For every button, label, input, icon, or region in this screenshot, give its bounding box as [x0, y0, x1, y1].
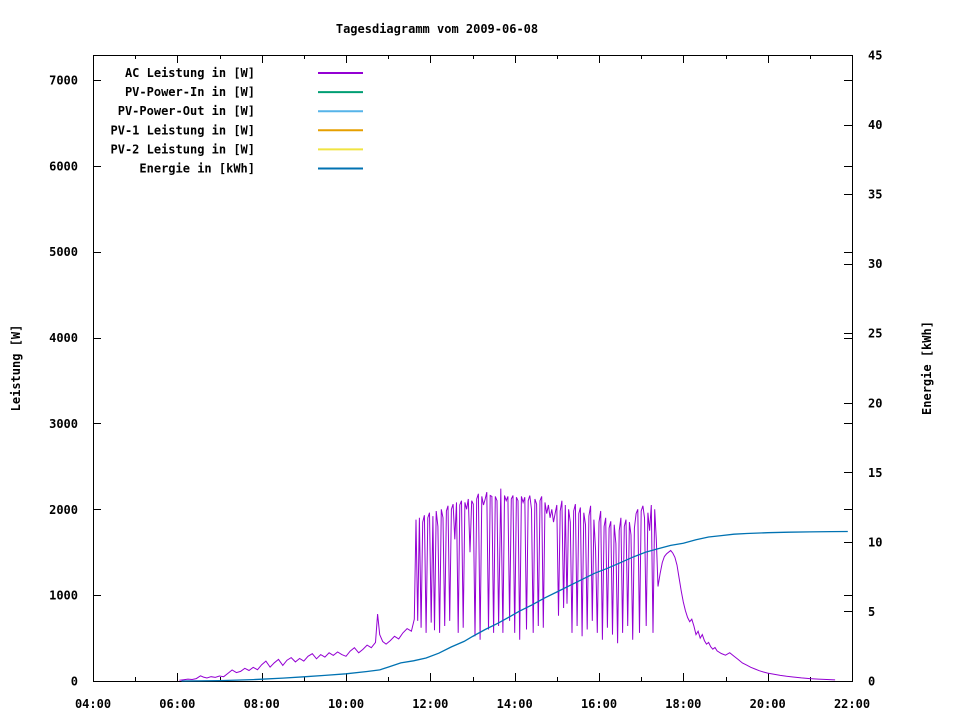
y2-tick-label: 10 [868, 535, 882, 549]
y1-tick-label: 4000 [49, 331, 78, 345]
x-tick-label: 14:00 [497, 697, 533, 711]
legend-item: PV-Power-Out in [W] [118, 104, 363, 118]
y-axis-left-title: Leistung [W] [9, 324, 23, 412]
x-tick-label: 12:00 [412, 697, 448, 711]
x-tick-label: 20:00 [750, 697, 786, 711]
y-axis-right-title: Energie [kWh] [920, 321, 934, 415]
series-line-energie-in-kwh [181, 530, 848, 682]
x-tick-label: 06:00 [159, 697, 195, 711]
y2-tick-label: 30 [868, 257, 882, 271]
y2-tick-label: 25 [868, 327, 882, 341]
x-tick-label: 18:00 [665, 697, 701, 711]
y2-tick-label: 45 [868, 49, 882, 63]
legend-item: Energie in [kWh] [139, 162, 363, 176]
x-tick-label: 08:00 [244, 697, 280, 711]
legend-item: PV-Power-In in [W] [125, 85, 363, 99]
y2-tick-label: 5 [868, 605, 875, 619]
y1-tick-label: 1000 [49, 589, 78, 603]
y1-tick-label: 5000 [49, 245, 78, 259]
y1-tick-label: 2000 [49, 503, 78, 517]
y1-tick-label: 7000 [49, 73, 78, 87]
legend-label: AC Leistung in [W] [125, 66, 255, 80]
legend-label: PV-2 Leistung in [W] [111, 142, 256, 156]
y2-tick-label: 0 [868, 675, 875, 689]
legend-item: PV-2 Leistung in [W] [111, 142, 363, 156]
legend-label: PV-Power-In in [W] [125, 85, 255, 99]
legend-item: AC Leistung in [W] [125, 66, 363, 80]
legend: AC Leistung in [W] PV-Power-In in [W] PV-P… [111, 66, 363, 176]
chart-title: Tagesdiagramm vom 2009-06-08 [335, 22, 539, 36]
x-tick-label: 04:00 [75, 697, 111, 711]
legend-item: PV-1 Leistung in [W] [111, 123, 363, 137]
axis-ticks [93, 55, 853, 682]
y1-tick-label: 0 [71, 675, 78, 689]
x-tick-label: 10:00 [328, 697, 364, 711]
legend-label: PV-1 Leistung in [W] [111, 123, 256, 137]
legend-label: Energie in [kWh] [139, 162, 255, 176]
series-line-ac-leistung-in-w [179, 488, 836, 681]
x-tick-label: 16:00 [581, 697, 617, 711]
y2-tick-label: 15 [868, 466, 882, 480]
y1-tick-label: 3000 [49, 417, 78, 431]
y2-tick-label: 35 [868, 188, 882, 202]
x-tick-label: 22:00 [834, 697, 870, 711]
y2-tick-label: 40 [868, 118, 882, 132]
legend-label: PV-Power-Out in [W] [118, 104, 255, 118]
y2-tick-label: 20 [868, 396, 882, 410]
y1-tick-label: 6000 [49, 159, 78, 173]
